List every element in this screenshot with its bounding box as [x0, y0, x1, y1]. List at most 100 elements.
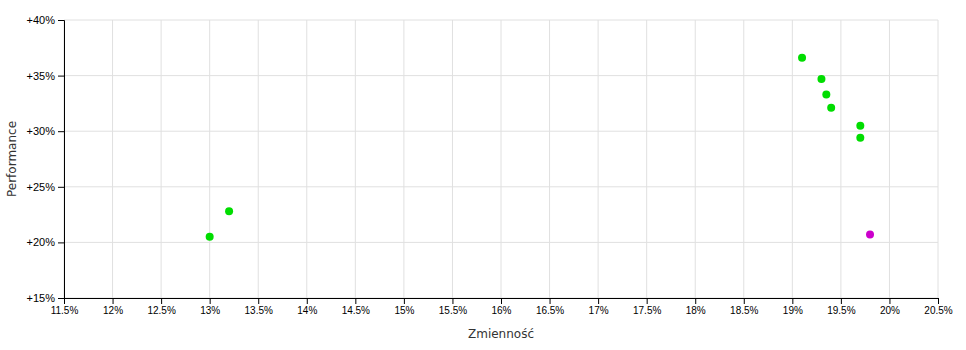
x-tick-label: 14%: [297, 305, 317, 316]
x-grid-line: [792, 20, 793, 298]
x-tick-mark: [792, 298, 793, 304]
x-tick-label: 17%: [589, 305, 609, 316]
x-tick: 12.5%: [147, 298, 175, 316]
x-tick: 17%: [589, 298, 609, 316]
point: [822, 91, 830, 99]
x-tick-label: 13%: [200, 305, 220, 316]
point: [827, 104, 835, 112]
x-tick-label: 20.5%: [924, 305, 952, 316]
x-tick: 15.5%: [439, 298, 467, 316]
point: [856, 122, 864, 130]
x-grid-line: [695, 20, 696, 298]
y-grid-line: [64, 75, 938, 76]
y-tick-label: +20%: [27, 236, 56, 248]
x-tick-label: 18%: [686, 305, 706, 316]
x-tick-label: 15%: [394, 305, 414, 316]
x-grid-line: [403, 20, 404, 298]
x-tick: 16%: [491, 298, 511, 316]
x-grid-line: [938, 20, 939, 298]
y-axis-line: [58, 21, 65, 299]
x-tick-mark: [113, 298, 114, 304]
y-grid-line: [64, 242, 938, 243]
y-tick-label: +40%: [27, 14, 56, 26]
point: [817, 75, 825, 83]
x-grid-line: [258, 20, 259, 298]
x-grid-line: [306, 20, 307, 298]
y-axis: +15% +20% +25% +30% +35% +40%: [27, 14, 65, 304]
x-grid-line: [161, 20, 162, 298]
x-tick: 16.5%: [536, 298, 564, 316]
y-tick: +25%: [27, 181, 64, 193]
x-tick: 15%: [394, 298, 414, 316]
y-tick-label: +35%: [27, 70, 56, 82]
x-tick-label: 13.5%: [245, 305, 273, 316]
x-grid-line: [889, 20, 890, 298]
x-tick-mark: [744, 298, 745, 304]
x-tick-mark: [501, 298, 502, 304]
y-tick-mark: [58, 298, 64, 299]
x-tick-label: 14.5%: [342, 305, 370, 316]
point: [206, 233, 214, 241]
x-tick-mark: [598, 298, 599, 304]
point: [866, 231, 874, 239]
x-tick: 20.5%: [924, 298, 952, 316]
x-tick-mark: [452, 298, 453, 304]
x-grid-line: [112, 20, 113, 298]
x-tick-mark: [647, 298, 648, 304]
y-tick-label: +25%: [27, 181, 56, 193]
x-tick-mark: [938, 298, 939, 304]
x-tick: 13%: [200, 298, 220, 316]
series: [206, 54, 865, 241]
x-grid-line: [743, 20, 744, 298]
x-tick: 13.5%: [245, 298, 273, 316]
y-tick-mark: [58, 131, 64, 132]
x-tick-mark: [307, 298, 308, 304]
y-tick-mark: [58, 242, 64, 243]
y-tick-mark: [58, 187, 64, 188]
x-grid-line: [549, 20, 550, 298]
x-grid-line: [646, 20, 647, 298]
x-axis: 11.5% 12% 12.5% 13% 13.5% 14% 14.5% 15% 15.5% 16%…: [51, 298, 953, 316]
x-tick: 20%: [880, 298, 900, 316]
y-tick-label: +15%: [27, 292, 56, 304]
x-tick-label: 16.5%: [536, 305, 564, 316]
x-tick-mark: [161, 298, 162, 304]
x-tick-label: 16%: [491, 305, 511, 316]
x-tick-mark: [841, 298, 842, 304]
x-tick: 14%: [297, 298, 317, 316]
x-tick: 14.5%: [342, 298, 370, 316]
x-tick-label: 12.5%: [147, 305, 175, 316]
y-axis-title: Performance: [5, 121, 19, 197]
x-grid-line: [840, 20, 841, 298]
y-tick: +30%: [27, 125, 64, 137]
y-tick: +15%: [27, 292, 64, 304]
x-tick-label: 17.5%: [633, 305, 661, 316]
point: [856, 134, 864, 142]
x-tick: 17.5%: [633, 298, 661, 316]
x-tick-mark: [695, 298, 696, 304]
x-tick-label: 15.5%: [439, 305, 467, 316]
x-tick: 18%: [686, 298, 706, 316]
point: [225, 207, 233, 215]
x-axis-title: Zmienność: [468, 327, 534, 341]
x-tick-mark: [889, 298, 890, 304]
x-tick-label: 18.5%: [730, 305, 758, 316]
x-grid-line: [452, 20, 453, 298]
x-grid-line: [501, 20, 502, 298]
x-tick: 12%: [103, 298, 123, 316]
y-tick: +20%: [27, 236, 64, 248]
x-tick-mark: [210, 298, 211, 304]
x-grid-line: [355, 20, 356, 298]
x-tick-mark: [355, 298, 356, 304]
x-tick-mark: [404, 298, 405, 304]
x-tick: 19%: [783, 298, 803, 316]
x-tick: 19.5%: [827, 298, 855, 316]
grid: [64, 20, 938, 298]
chart: 11.5% 12% 12.5% 13% 13.5% 14% 14.5% 15% 15.5% 16%…: [0, 0, 966, 350]
x-tick-label: 19%: [783, 305, 803, 316]
point: [798, 54, 806, 62]
x-tick-mark: [258, 298, 259, 304]
x-tick-label: 11.5%: [51, 305, 79, 316]
y-tick: +35%: [27, 70, 64, 82]
y-grid-line: [64, 186, 938, 187]
